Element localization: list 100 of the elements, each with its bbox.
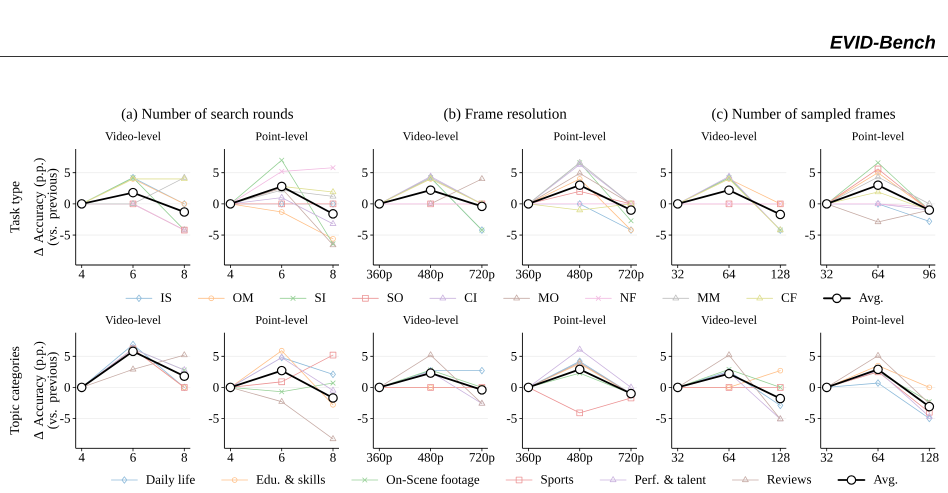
legend-label: Avg. [858, 293, 883, 305]
chart-title: Video-level [701, 315, 757, 324]
y-tick-label: -5 [60, 230, 70, 240]
y-tick-label: 5 [660, 168, 666, 178]
x-tick-label: 720p [618, 270, 644, 282]
chart-title: Video-level [105, 315, 161, 324]
legend-label: CI [464, 293, 477, 302]
text: EVID-Bench [830, 35, 936, 49]
y-tick-label: 0 [64, 200, 70, 208]
x-tick-label: 480p [418, 270, 444, 282]
legend-label: MM [698, 293, 720, 302]
x-tick-label: 64 [723, 453, 736, 462]
y-tick-label: 0 [362, 383, 368, 392]
y-tick-label: -5 [506, 230, 517, 240]
legend-label: Edu. & skills [256, 474, 325, 484]
legend-label: MO [538, 293, 558, 302]
y-tick-label: 0 [810, 200, 816, 208]
x-tick-label: 32 [820, 453, 832, 462]
x-tick-label: 480p [418, 453, 444, 464]
x-tick-label: 4 [227, 452, 234, 462]
legend-label: SO [388, 293, 403, 302]
y-tick-label: 0 [660, 200, 666, 208]
x-tick-label: 8 [330, 453, 336, 462]
text: (b) Frame resolution [444, 108, 567, 122]
y-tick-label: -5 [208, 230, 219, 240]
x-tick-label: 128 [920, 453, 939, 462]
x-tick-label: 8 [182, 270, 188, 278]
legend-label: NF [620, 293, 636, 302]
y-tick-label: 5 [362, 168, 368, 178]
y-tick-label: 0 [511, 200, 517, 208]
legend-label: Avg. [873, 474, 898, 486]
y-tick-label: 5 [213, 352, 219, 361]
legend-label: IS [160, 293, 172, 302]
x-tick-label: 96 [923, 270, 936, 278]
y-tick-label: -5 [208, 414, 219, 423]
y-tick-label: 0 [213, 383, 219, 392]
chart-title: Point-level [554, 132, 606, 140]
y-tick-label: 5 [511, 168, 517, 178]
x-tick-label: 480p [566, 453, 592, 464]
x-tick-label: 360p [366, 453, 392, 464]
y-tick-label: 0 [660, 383, 666, 392]
x-tick-label: 64 [872, 453, 884, 462]
x-tick-label: 128 [772, 453, 790, 462]
chart-title: Video-level [402, 315, 458, 324]
chart-title: Video-level [402, 132, 458, 140]
y-tick-label: 0 [511, 383, 517, 392]
x-tick-label: 32 [820, 270, 832, 278]
x-tick-label: 480p [566, 270, 592, 282]
x-tick-label: 4 [78, 452, 85, 462]
x-tick-label: 128 [772, 270, 790, 278]
x-tick-label: 4 [227, 270, 234, 278]
y-tick-label: -5 [656, 414, 666, 423]
x-tick-label: 32 [672, 453, 684, 462]
legend-label: Perf. & talent [634, 474, 706, 484]
x-tick-label: 6 [279, 453, 285, 462]
x-tick-label: 4 [78, 270, 85, 278]
y-tick-label: -5 [805, 230, 815, 240]
legend-label: Daily life [146, 474, 195, 487]
y-axis-title: Δ Accuracy (p.p.) (vs. previous) [34, 342, 60, 440]
legend-label: Reviews [767, 474, 812, 484]
chart-title: Point-level [256, 316, 308, 324]
y-tick-label: 5 [64, 352, 70, 361]
y-tick-label: 5 [213, 168, 219, 178]
y-tick-label: 5 [810, 352, 815, 361]
x-tick-label: 360p [366, 270, 392, 282]
y-tick-label: 0 [362, 200, 368, 208]
x-tick-label: 64 [723, 270, 736, 278]
x-tick-label: 32 [672, 270, 684, 278]
x-tick-label: 720p [470, 453, 494, 464]
x-tick-label: 360p [516, 270, 541, 282]
text: Task type [10, 182, 22, 233]
y-tick-label: -5 [358, 230, 368, 240]
y-tick-label: 0 [810, 383, 816, 392]
y-axis-title: Δ Accuracy (p.p.) (vs. previous) [34, 158, 60, 256]
chart-title: Point-level [852, 316, 904, 324]
legend-label: OM [233, 293, 254, 302]
x-tick-label: 720p [470, 270, 494, 282]
x-tick-label: 6 [279, 270, 285, 278]
y-tick-label: 5 [511, 352, 517, 361]
chart-title: Point-level [554, 316, 606, 324]
y-tick-label: -5 [358, 414, 368, 423]
chart-title: Video-level [701, 132, 757, 140]
y-tick-label: 5 [810, 168, 815, 178]
x-tick-label: 6 [130, 270, 136, 278]
x-tick-label: 6 [130, 453, 136, 462]
y-tick-label: 0 [64, 383, 70, 392]
text: (c) Number of sampled frames [712, 108, 896, 122]
y-tick-label: 5 [660, 352, 666, 361]
x-tick-label: 360p [516, 453, 541, 464]
y-tick-label: 5 [362, 352, 368, 361]
text: (a) Number of search rounds [122, 108, 294, 122]
x-tick-label: 8 [182, 453, 188, 462]
y-tick-label: 0 [213, 200, 219, 208]
x-tick-label: 64 [872, 270, 884, 278]
legend-label: SI [315, 293, 326, 302]
legend-label: CF [782, 293, 797, 302]
chart-title: Video-level [105, 132, 161, 140]
y-tick-label: -5 [60, 414, 70, 423]
legend-label: Sports [541, 474, 574, 486]
y-tick-label: -5 [506, 414, 517, 423]
